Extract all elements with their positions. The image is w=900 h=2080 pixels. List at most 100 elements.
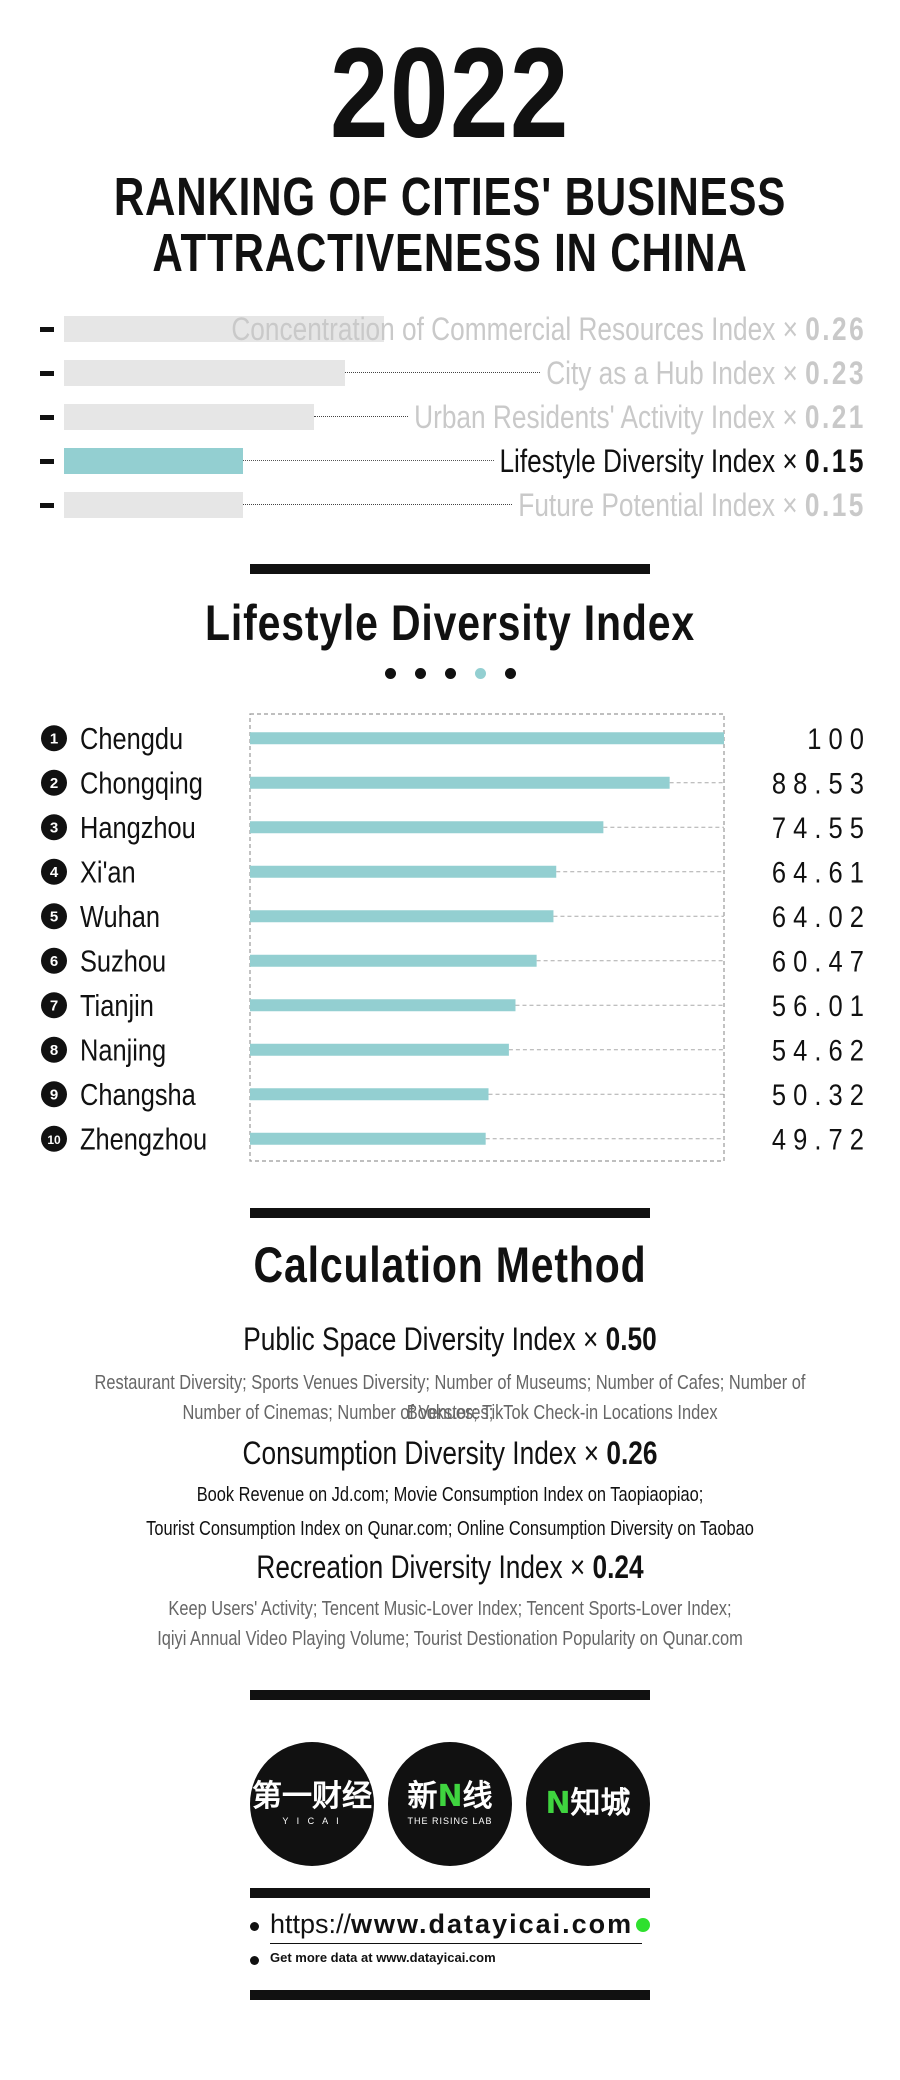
rank-badge [41, 1036, 67, 1063]
value-label: 7 4 . 5 5 [772, 811, 864, 844]
value-label: 1 0 0 [807, 722, 864, 755]
pager-dot[interactable] [385, 668, 396, 679]
index-dash [40, 459, 54, 464]
chart-bar [250, 999, 516, 1012]
chart-bar [250, 732, 724, 745]
chart-frame [249, 713, 725, 1162]
pager-dot[interactable] [445, 668, 456, 679]
divider-rule [250, 1208, 650, 1218]
chart-bar [250, 865, 557, 878]
website-link[interactable]: https://www.datayicai.com [270, 1909, 634, 1939]
method-item-description: Iqiyi Annual Video Playing Volume; Touri… [157, 1628, 743, 1650]
rank-badge [41, 992, 67, 1019]
bullet-icon [250, 1956, 259, 1965]
index-bar [64, 360, 345, 386]
value-label: 5 6 . 0 1 [772, 989, 864, 1022]
method-title: Calculation Method [253, 1237, 647, 1293]
title-line-2: ATTRACTIVENESS IN CHINA [152, 223, 748, 283]
index-row: Concentration of Commercial Resources In… [0, 308, 900, 350]
index-row: City as a Hub Index × 0.23 [0, 352, 900, 394]
rising-lab-logo[interactable]: 新N线 THE RISING LAB [388, 1742, 512, 1866]
pager-dot[interactable] [415, 668, 426, 679]
method-item-heading: Public Space Diversity Index × 0.50 [243, 1321, 657, 1357]
rank-badge [41, 947, 67, 974]
rank-number: 7 [50, 997, 58, 1014]
chart-bar [250, 1132, 486, 1145]
method-item-description: Tourist Consumption Index on Qunar.com; … [146, 1518, 754, 1540]
year-heading: 2022 [329, 22, 571, 165]
index-bar [64, 404, 314, 430]
city-label: Zhengzhou [80, 1122, 207, 1157]
footer-note: Get more data at www.datayicai.com [270, 1950, 496, 1965]
rank-badge [41, 858, 67, 885]
rank-number: 2 [50, 775, 58, 792]
rank-badge [41, 903, 67, 930]
chart-bar [250, 821, 604, 834]
rank-number: 4 [50, 864, 59, 881]
index-row: Urban Residents' Activity Index × 0.21 [0, 396, 900, 438]
zhicheng-logo-text: N知城 [545, 1786, 631, 1821]
method-item-description: Book Revenue on Jd.com; Movie Consumptio… [196, 1484, 704, 1506]
ranking-bar-chart: 1 Chengdu 1 0 0 2 Chongqing 8 8 . 5 3 3 Hangzho… [41, 713, 864, 1162]
pager-dot[interactable] [505, 668, 516, 679]
city-label: Xi'an [80, 855, 136, 890]
rank-badge [41, 725, 67, 752]
yicai-logo[interactable]: 第一财经 Y I C A I [250, 1742, 374, 1866]
rank-number: 10 [47, 1133, 61, 1147]
chart-bar [250, 776, 670, 789]
bullet-icon [250, 1922, 259, 1931]
value-label: 5 4 . 6 2 [772, 1034, 864, 1067]
rank-number: 9 [50, 1086, 58, 1103]
city-label: Hangzhou [80, 811, 196, 846]
city-label: Chengdu [80, 722, 183, 757]
method-item-description: Restaurant Diversity; Sports Venues Dive… [94, 1372, 806, 1424]
value-label: 5 0 . 3 2 [772, 1078, 864, 1111]
divider-rule [250, 1888, 650, 1898]
index-leader-line [314, 416, 409, 417]
rank-badge [41, 814, 67, 841]
city-label: Nanjing [80, 1033, 166, 1068]
rank-number: 3 [50, 819, 58, 836]
section-title: Lifestyle Diversity Index [205, 595, 695, 651]
chart-bar [250, 910, 554, 923]
city-label: Tianjin [80, 989, 154, 1024]
zhicheng-logo[interactable]: N知城 [526, 1742, 650, 1866]
method-item-description: Keep Users' Activity; Tencent Music-Love… [168, 1598, 732, 1620]
index-bar [64, 448, 243, 474]
index-bar [64, 492, 243, 518]
index-label: Concentration of Commercial Resources In… [231, 311, 866, 347]
rank-badge [41, 769, 67, 796]
url-underline [270, 1943, 642, 1944]
chart-bar [250, 954, 537, 967]
value-label: 4 9 . 7 2 [772, 1123, 864, 1156]
index-label: Lifestyle Diversity Index × 0.15 [499, 443, 866, 479]
city-label: Changsha [80, 1078, 196, 1113]
index-leader-line [243, 504, 513, 505]
title-line-1: RANKING OF CITIES' BUSINESS [113, 167, 787, 227]
chart-bar [250, 1088, 489, 1101]
index-dash [40, 415, 54, 420]
rank-number: 1 [50, 730, 58, 747]
value-label: 6 4 . 0 2 [772, 900, 864, 933]
method-item-description: Number of Cinemas; Number of Venues; Tik… [182, 1402, 718, 1424]
rank-number: 5 [50, 908, 58, 925]
divider-rule [250, 1690, 650, 1700]
method-item-heading: Consumption Diversity Index × 0.26 [242, 1435, 658, 1471]
rising-lab-logo-text: 新N线 [407, 1779, 493, 1814]
green-status-dot-icon [636, 1918, 650, 1932]
divider-rule [250, 564, 650, 574]
chart-bar [250, 1043, 509, 1056]
index-dash [40, 327, 54, 332]
rank-badge [41, 1125, 67, 1152]
index-label: Urban Residents' Activity Index × 0.21 [414, 399, 866, 435]
city-label: Chongqing [80, 766, 203, 801]
city-label: Suzhou [80, 944, 166, 979]
index-dash [40, 371, 54, 376]
value-label: 6 4 . 6 1 [772, 856, 864, 889]
pager-dot-active[interactable] [475, 668, 486, 679]
index-label: City as a Hub Index × 0.23 [546, 355, 866, 391]
rank-badge [41, 1081, 67, 1108]
rank-number: 8 [50, 1042, 58, 1059]
value-label: 6 0 . 4 7 [772, 945, 864, 978]
